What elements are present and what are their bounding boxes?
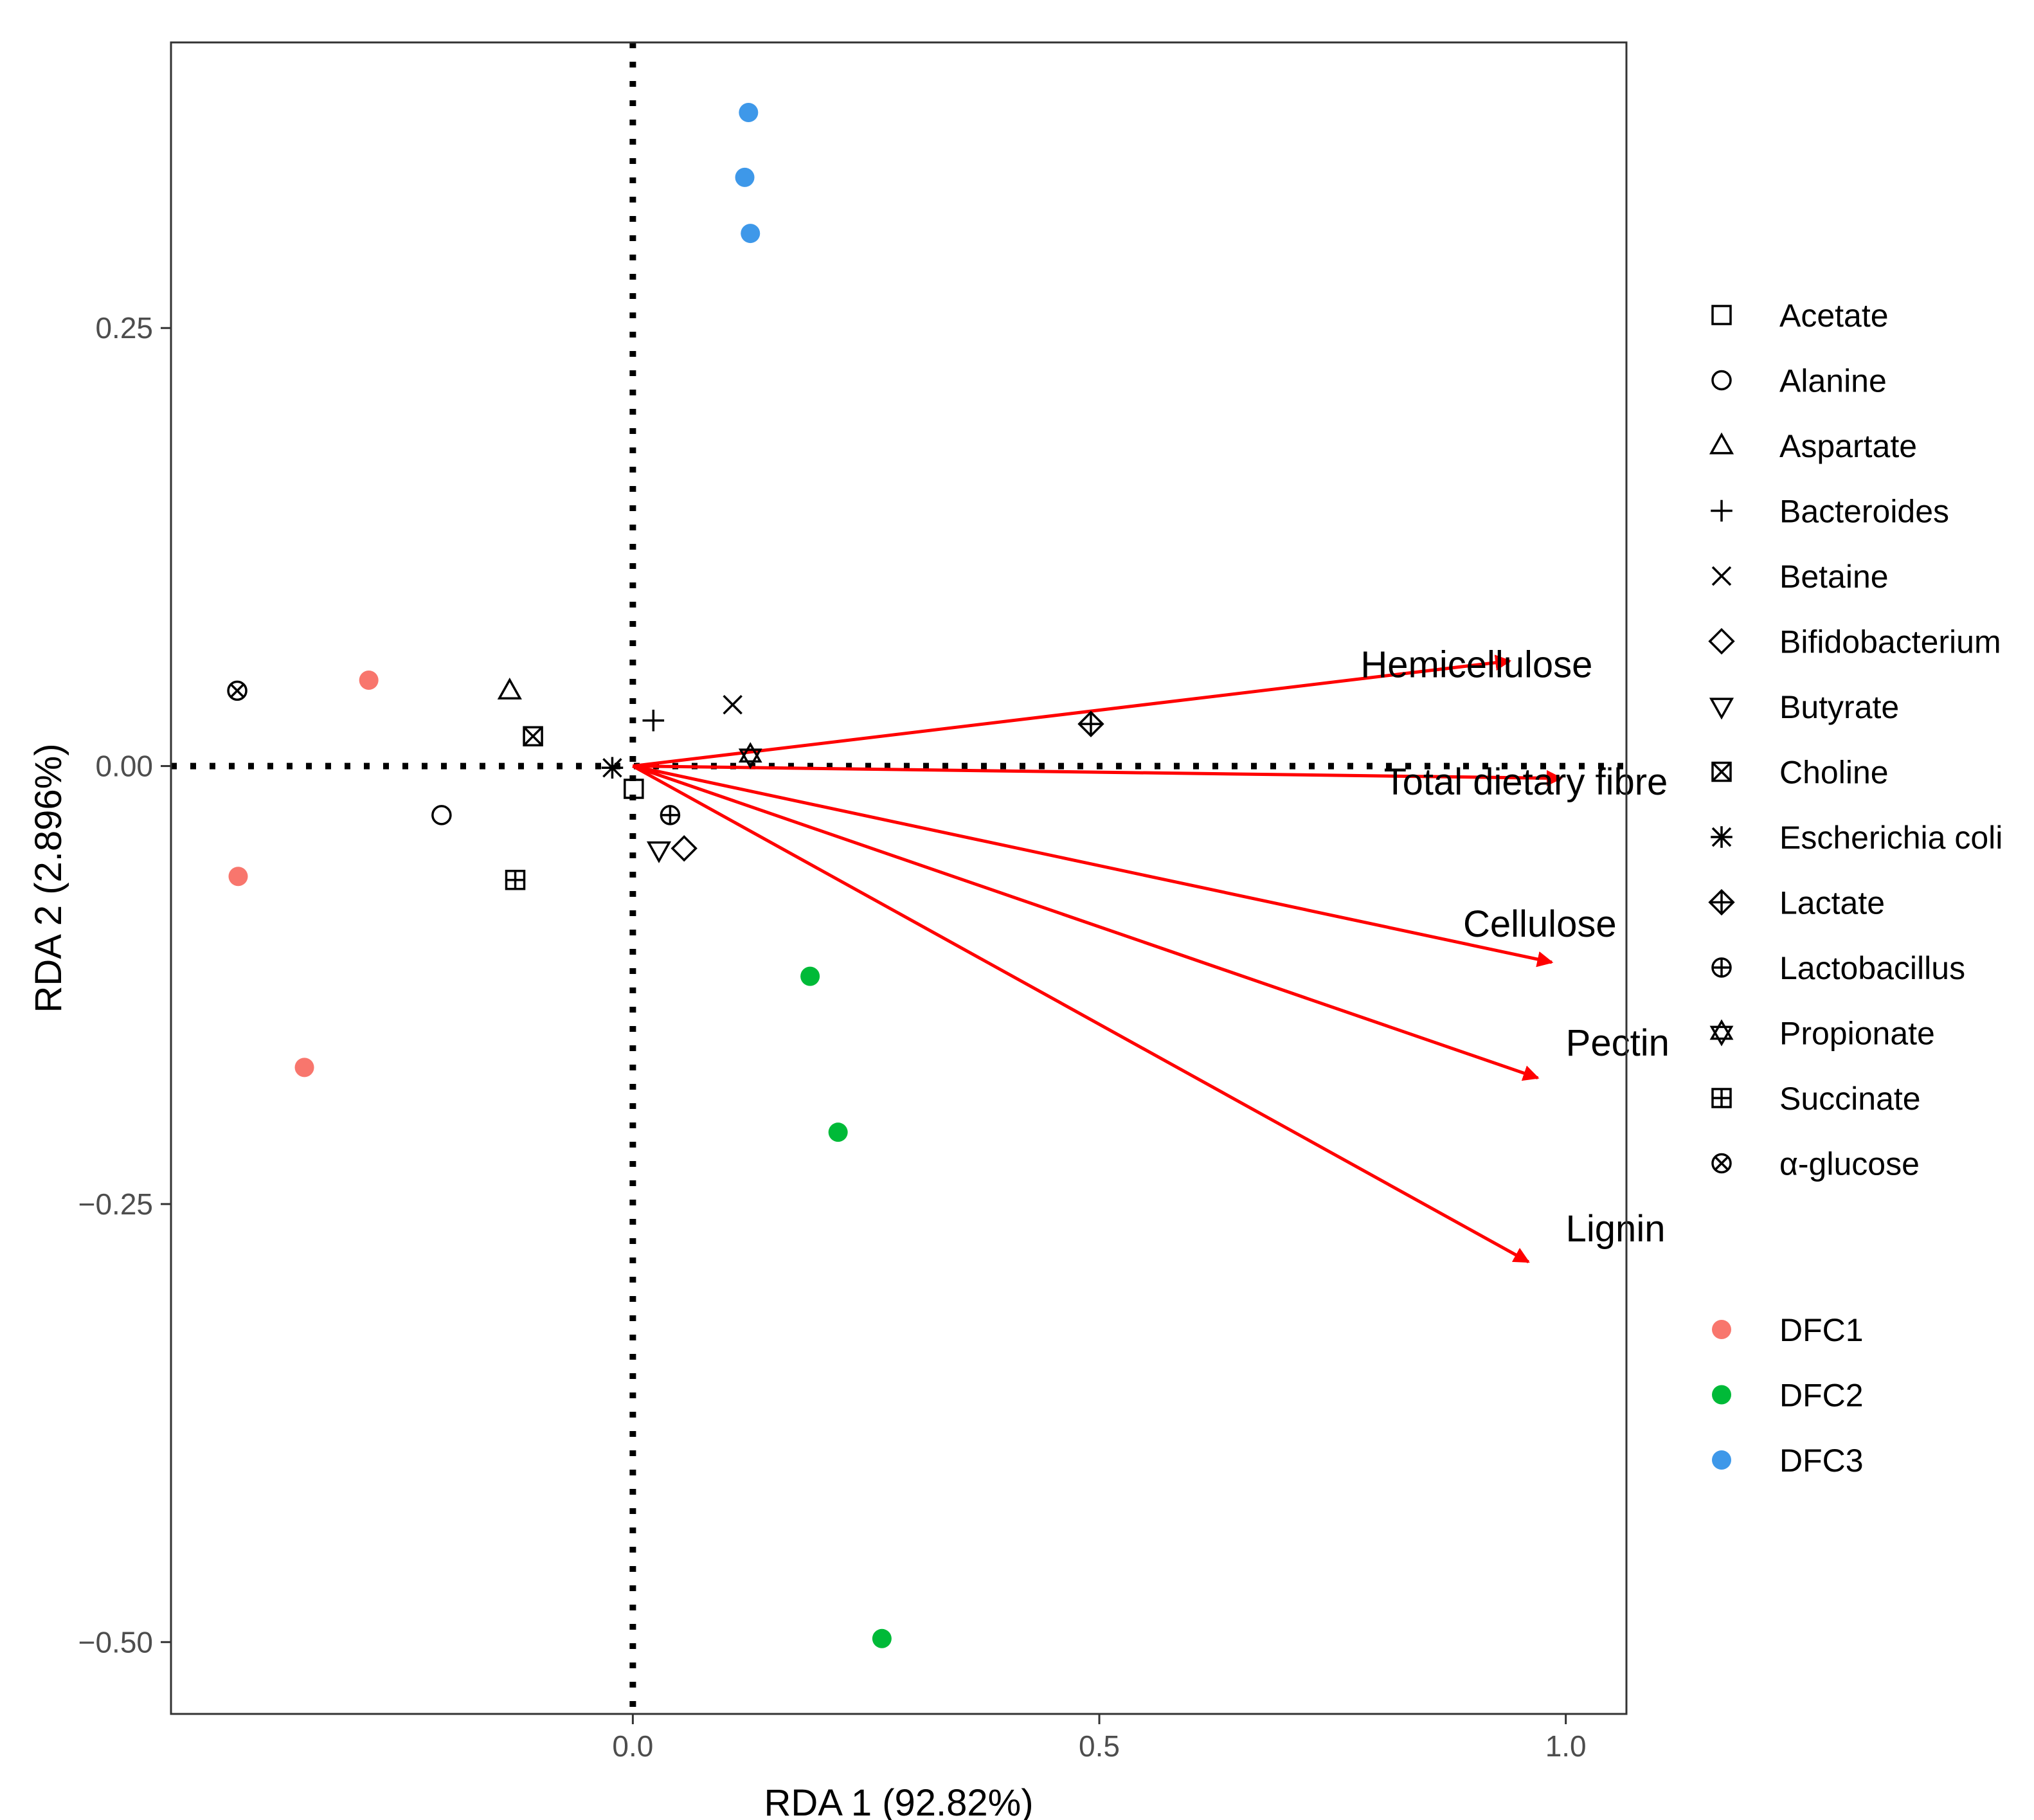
legend-label: α-glucose: [1779, 1146, 1920, 1182]
legend-label: Alanine: [1779, 363, 1887, 399]
point-dfc3: [735, 167, 755, 187]
legend-key-dfc3: [1712, 1450, 1731, 1470]
arrow-label: Total dietary fibre: [1384, 761, 1668, 803]
point-succinate: [505, 869, 526, 890]
legend-key-dfc2: [1712, 1385, 1731, 1405]
legend-key-lactate: [1708, 888, 1735, 916]
arrow-lignin: [632, 764, 1530, 1264]
legend-label: Lactate: [1779, 885, 1885, 921]
point-butyrate: [646, 841, 672, 863]
legend-key-bacteroides: [1711, 500, 1733, 522]
data-points: [227, 103, 1104, 1648]
arrow-label: Lignin: [1566, 1208, 1666, 1250]
arrow-label: Hemicellulose: [1360, 644, 1592, 686]
legend-key-acetate: [1711, 305, 1732, 325]
point-propionate: [738, 742, 762, 770]
legend-label: Butyrate: [1779, 689, 1899, 725]
legend-label: DFC3: [1779, 1443, 1864, 1479]
point-dfc3: [739, 103, 759, 123]
legend: Acetate Alanine Aspartate Bacteroides Betain…: [1708, 298, 2003, 1479]
point-betaine: [723, 694, 742, 715]
arrow-pectin: [632, 764, 1540, 1081]
legend-label: Succinate: [1779, 1081, 1921, 1117]
legend-label: DFC1: [1779, 1312, 1864, 1348]
point-dfc2: [872, 1628, 892, 1648]
legend-key-butyrate: [1709, 698, 1734, 720]
legend-key-alanine: [1711, 370, 1732, 391]
point-acetate: [624, 779, 644, 799]
legend-key-α-glucose: [1711, 1153, 1732, 1174]
point-aspartate: [497, 678, 522, 700]
point-alanine: [431, 805, 452, 825]
legend-label: Lactobacillus: [1779, 950, 1965, 986]
loading-arrows: [632, 654, 1563, 1264]
legend-label: Propionate: [1779, 1016, 1935, 1052]
point-bifidobacterium: [670, 834, 698, 862]
x-axis-title: RDA 1 (92.82%): [764, 1782, 1033, 1820]
arrow-label: Cellulose: [1463, 903, 1617, 945]
point-lactate: [1077, 710, 1104, 737]
point-bacteroides: [642, 709, 665, 732]
point-escherichia-coli: [601, 757, 624, 779]
point-dfc1: [359, 671, 379, 690]
legend-key-choline: [1711, 761, 1732, 782]
legend-key-lactobacillus: [1711, 957, 1732, 978]
point-lactobacillus: [660, 805, 681, 825]
legend-key-succinate: [1711, 1088, 1732, 1108]
arrow-hemicellulose: [633, 654, 1512, 768]
x-tick-label: 1.0: [1545, 1729, 1587, 1763]
x-tick-label: 0.0: [612, 1729, 653, 1763]
y-tick-label: 0.25: [95, 311, 153, 345]
legend-label: Bacteroides: [1779, 494, 1949, 530]
legend-key-escherichia-coli: [1711, 826, 1733, 848]
legend-label: Escherichia coli: [1779, 820, 2003, 856]
legend-label: Betaine: [1779, 559, 1889, 595]
point-dfc2: [828, 1122, 848, 1142]
legend-key-aspartate: [1709, 432, 1734, 455]
point-choline: [523, 726, 543, 746]
arrow-label: Pectin: [1566, 1022, 1670, 1064]
legend-label: Choline: [1779, 755, 1889, 791]
legend-label: DFC2: [1779, 1378, 1864, 1414]
legend-label: Bifidobacterium: [1779, 624, 2001, 660]
y-tick-label: −0.25: [78, 1187, 153, 1221]
legend-key-propionate: [1709, 1019, 1734, 1047]
point-dfc1: [228, 867, 248, 887]
arrow-total-dietary-fibre: [633, 764, 1563, 786]
y-tick-label: 0.00: [95, 750, 153, 783]
legend-key-betaine: [1711, 566, 1732, 586]
y-axis-title: RDA 2 (2.896%): [28, 743, 69, 1013]
point-α-glucose: [227, 680, 248, 701]
legend-label: Aspartate: [1779, 428, 1917, 464]
x-tick-label: 0.5: [1079, 1729, 1120, 1763]
legend-key-dfc1: [1712, 1320, 1731, 1339]
arrow-cellulose: [632, 764, 1554, 968]
point-dfc2: [800, 966, 820, 986]
point-dfc1: [294, 1058, 314, 1077]
legend-label: Acetate: [1779, 298, 1889, 334]
plot-panel-border: [170, 41, 1628, 1715]
y-tick-label: −0.50: [78, 1625, 153, 1659]
legend-key-bifidobacterium: [1708, 627, 1735, 655]
point-dfc3: [741, 224, 760, 244]
